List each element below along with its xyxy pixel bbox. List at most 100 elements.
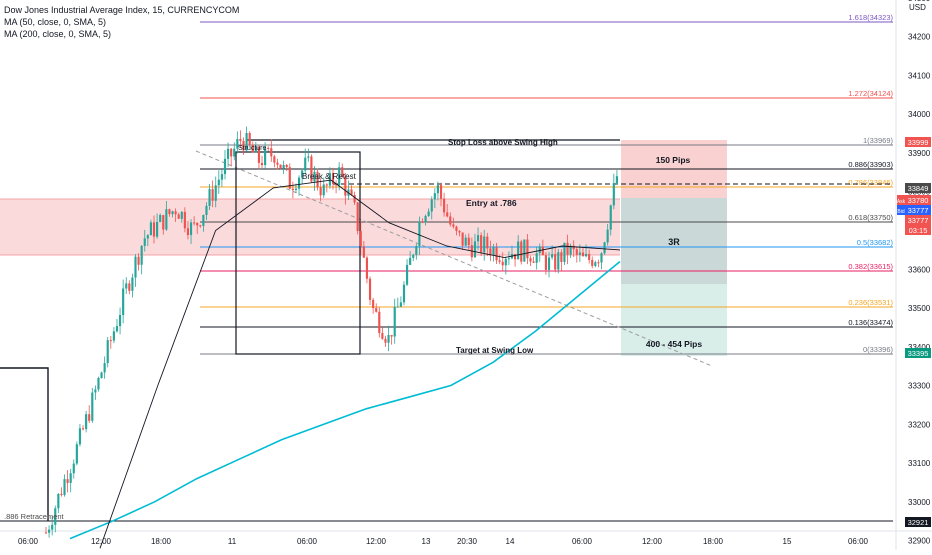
fib-level-label: 1.618(34323) bbox=[848, 13, 893, 22]
entry-label: Entry at .786 bbox=[466, 198, 517, 208]
ma50-line bbox=[99, 179, 621, 549]
candle-body bbox=[365, 257, 369, 279]
candle-body bbox=[507, 258, 510, 260]
y-tick-label: 33400 bbox=[908, 343, 931, 352]
candle-body bbox=[603, 242, 606, 254]
candle-body bbox=[461, 232, 464, 246]
candle-body bbox=[322, 184, 325, 196]
candle-body bbox=[202, 214, 205, 226]
candle-body bbox=[335, 184, 338, 186]
candle-body bbox=[186, 228, 190, 236]
candle-body bbox=[109, 340, 112, 342]
candle-body bbox=[372, 299, 375, 309]
candle-body bbox=[267, 147, 270, 149]
price-tag-label: 03:15 bbox=[909, 226, 928, 235]
candle-body bbox=[143, 238, 146, 246]
x-tick-label: 12:00 bbox=[91, 537, 112, 546]
candle-body bbox=[85, 414, 88, 429]
price-tag bbox=[905, 137, 931, 147]
candle-body bbox=[526, 239, 529, 259]
fib-level-label: 1(33969) bbox=[863, 136, 894, 145]
candle-body bbox=[279, 164, 282, 169]
ma200-legend[interactable]: MA (200, close, 0, SMA, 5) bbox=[4, 29, 112, 39]
price-tag bbox=[905, 215, 931, 225]
candle-body bbox=[276, 162, 279, 165]
symbol-title: Dow Jones Industrial Average Index, 15, … bbox=[4, 5, 240, 15]
candle-body bbox=[443, 198, 446, 213]
candle-body bbox=[597, 262, 600, 264]
fib-level-label: 0(33396) bbox=[863, 345, 894, 354]
candle-body bbox=[78, 428, 82, 445]
x-tick-label: 06:00 bbox=[572, 537, 593, 546]
candle-body bbox=[54, 508, 57, 525]
candle-body bbox=[75, 444, 78, 464]
candle-body bbox=[325, 184, 328, 186]
candle-body bbox=[115, 326, 119, 332]
entry-zone[interactable] bbox=[621, 198, 727, 284]
candle-body bbox=[48, 529, 51, 533]
candle-body bbox=[57, 493, 60, 509]
candle-body bbox=[575, 249, 578, 255]
candle-body bbox=[248, 132, 251, 145]
price-tag bbox=[897, 205, 905, 215]
candle-body bbox=[316, 171, 319, 188]
candle-body bbox=[547, 257, 551, 270]
candle-body bbox=[615, 176, 618, 183]
candle-body bbox=[223, 158, 227, 175]
fib-level-label: 0.382(33615) bbox=[848, 262, 893, 271]
candle-body bbox=[319, 187, 322, 196]
candle-body bbox=[399, 302, 402, 307]
target-zone[interactable] bbox=[621, 284, 727, 356]
candle-body bbox=[125, 283, 128, 289]
candle-body bbox=[356, 202, 359, 232]
candle-body bbox=[177, 214, 180, 219]
structure-box bbox=[235, 151, 361, 355]
candle-body bbox=[350, 189, 353, 196]
x-tick-label: 18:00 bbox=[151, 537, 172, 546]
price-tag-label: 33777 bbox=[908, 216, 929, 225]
candle-body bbox=[588, 253, 591, 260]
target-pips-label: 400 - 454 Pips bbox=[646, 339, 703, 349]
candle-body bbox=[245, 132, 248, 151]
candle-body bbox=[424, 215, 427, 223]
candle-body bbox=[572, 245, 575, 250]
candle-body bbox=[560, 252, 563, 262]
candle-body bbox=[569, 245, 572, 255]
ma50-legend[interactable]: MA (50, close, 0, SMA, 5) bbox=[4, 17, 107, 27]
y-tick-label: 33000 bbox=[908, 498, 931, 507]
candle-body bbox=[591, 259, 594, 266]
candle-body bbox=[128, 283, 131, 291]
candle-body bbox=[578, 252, 581, 255]
candle-body bbox=[551, 254, 554, 258]
candle-body bbox=[600, 253, 603, 263]
candle-body bbox=[174, 211, 177, 215]
candle-body bbox=[180, 211, 183, 219]
candle-body bbox=[436, 185, 440, 194]
candle-body bbox=[557, 252, 560, 270]
candle-body bbox=[344, 176, 347, 196]
candle-body bbox=[208, 189, 211, 206]
candle-body bbox=[72, 463, 75, 474]
candle-body bbox=[196, 222, 199, 226]
candle-body bbox=[88, 414, 91, 421]
candle-body bbox=[458, 230, 461, 233]
candle-body bbox=[433, 193, 436, 200]
candle-body bbox=[291, 188, 294, 191]
candle-body bbox=[563, 242, 566, 262]
candle-body bbox=[165, 209, 168, 230]
candle-body bbox=[375, 308, 378, 312]
candle-body bbox=[273, 156, 276, 163]
candle-body bbox=[566, 242, 569, 255]
candle-body bbox=[91, 392, 94, 421]
target-label: Target at Swing Low bbox=[456, 346, 534, 355]
candle-body bbox=[606, 229, 609, 243]
structure-label: Structure bbox=[238, 145, 267, 152]
x-tick-label: 12:00 bbox=[366, 537, 387, 546]
candle-body bbox=[489, 248, 492, 256]
fib-level-label: 1.272(34124) bbox=[848, 89, 893, 98]
y-tick-label: 32900 bbox=[908, 537, 931, 546]
candle-body bbox=[304, 157, 307, 171]
candle-body bbox=[362, 246, 365, 258]
